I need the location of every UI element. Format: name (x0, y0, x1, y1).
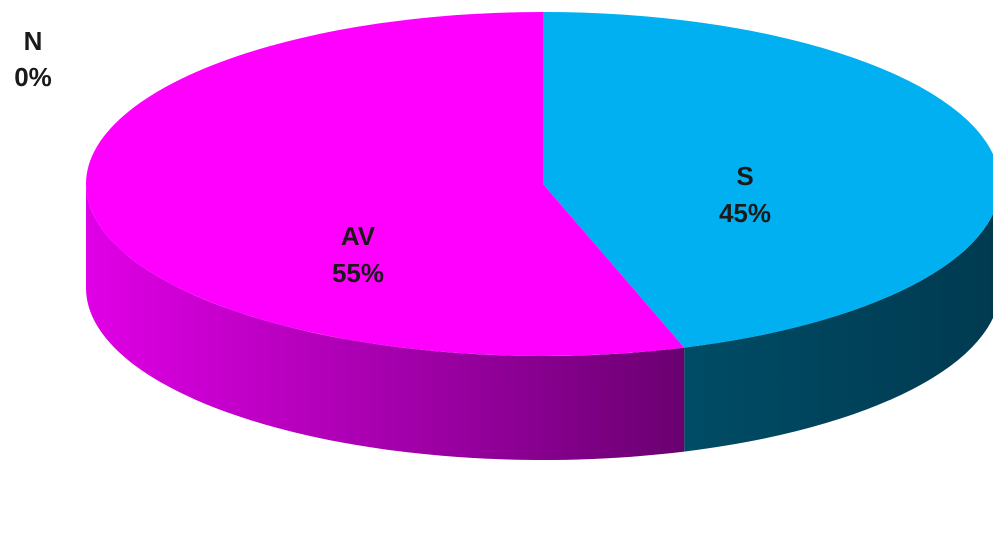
slice-value-AV: 55% (332, 258, 384, 288)
slice-side-S (684, 213, 993, 452)
slice-value-S: 45% (719, 198, 771, 228)
slice-label-N: N (24, 26, 43, 56)
pie-sides (86, 184, 993, 460)
slice-label-AV: AV (341, 221, 376, 251)
slice-value-N: 0% (14, 62, 52, 92)
slice-AV (85, 11, 685, 356)
slice-side-AV (86, 184, 685, 460)
slice-label-S: S (736, 161, 753, 191)
pie-tops (85, 11, 993, 356)
pie-labels: N 0% S 45% AV 55% (14, 26, 771, 288)
slice-S (543, 12, 993, 348)
